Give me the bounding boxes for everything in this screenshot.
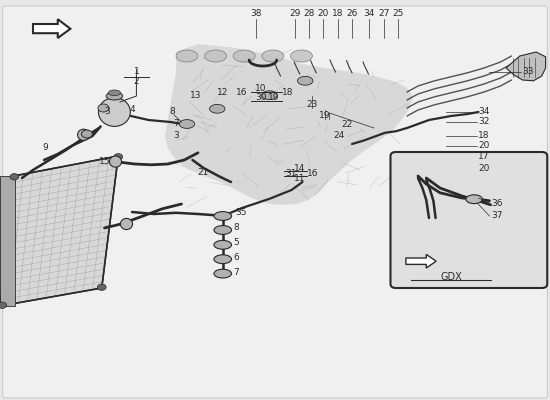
Text: 20: 20 (478, 164, 490, 172)
Text: 8: 8 (170, 108, 175, 116)
Ellipse shape (214, 240, 232, 249)
Text: 7: 7 (234, 268, 239, 277)
Text: 18: 18 (283, 88, 294, 97)
Ellipse shape (298, 76, 313, 85)
Text: 19: 19 (319, 112, 330, 120)
Circle shape (10, 174, 19, 180)
Text: 19: 19 (268, 94, 279, 102)
Ellipse shape (179, 120, 195, 128)
Text: 20: 20 (318, 10, 329, 18)
Circle shape (114, 154, 123, 160)
Text: 21: 21 (198, 168, 209, 177)
Ellipse shape (466, 195, 482, 204)
Text: 7: 7 (173, 120, 179, 128)
Circle shape (81, 130, 92, 138)
Circle shape (97, 284, 106, 290)
Text: GDX: GDX (440, 272, 462, 282)
Text: 2: 2 (134, 78, 139, 86)
Text: 31: 31 (286, 169, 297, 178)
Text: 28: 28 (304, 10, 315, 18)
Text: 30: 30 (255, 94, 266, 102)
Text: 34: 34 (478, 108, 490, 116)
Text: 14: 14 (294, 164, 305, 172)
Circle shape (98, 104, 109, 112)
Polygon shape (406, 254, 436, 268)
Ellipse shape (78, 129, 90, 140)
Ellipse shape (214, 255, 232, 264)
Ellipse shape (262, 91, 277, 100)
Text: 33: 33 (522, 68, 534, 76)
Ellipse shape (109, 156, 122, 167)
Text: 6: 6 (234, 253, 239, 262)
Text: 29: 29 (289, 10, 300, 18)
Text: 18: 18 (332, 10, 343, 18)
Text: 34: 34 (363, 10, 374, 18)
Text: 26: 26 (346, 10, 358, 18)
Text: 3: 3 (173, 131, 179, 140)
Text: 25: 25 (393, 10, 404, 18)
Text: 16: 16 (307, 169, 318, 178)
Text: 35: 35 (235, 208, 246, 217)
Text: 16: 16 (236, 88, 248, 97)
Polygon shape (506, 52, 546, 81)
Text: 24: 24 (333, 132, 344, 140)
Text: 15: 15 (99, 158, 110, 166)
FancyBboxPatch shape (3, 6, 547, 398)
Text: 27: 27 (378, 10, 389, 18)
Ellipse shape (210, 104, 225, 113)
Ellipse shape (120, 218, 133, 230)
Polygon shape (165, 44, 412, 205)
Text: 20: 20 (478, 142, 490, 150)
Text: 18: 18 (478, 132, 490, 140)
Circle shape (0, 302, 7, 308)
Polygon shape (0, 156, 118, 306)
Ellipse shape (214, 269, 232, 278)
Ellipse shape (106, 92, 123, 100)
Ellipse shape (262, 50, 284, 62)
Text: 37: 37 (492, 212, 503, 220)
Text: 11: 11 (294, 174, 305, 183)
FancyBboxPatch shape (390, 152, 547, 288)
Text: 3: 3 (104, 108, 109, 116)
Text: 5: 5 (234, 238, 239, 247)
Bar (0, 176, 15, 306)
Ellipse shape (290, 50, 312, 62)
Text: 10: 10 (255, 84, 266, 93)
Ellipse shape (98, 98, 130, 126)
Ellipse shape (214, 226, 232, 234)
Ellipse shape (176, 50, 198, 62)
Polygon shape (33, 19, 70, 38)
Text: 1: 1 (134, 68, 139, 76)
Text: 17: 17 (478, 152, 490, 161)
Text: 36: 36 (492, 199, 503, 208)
Text: 22: 22 (341, 120, 352, 129)
Text: 32: 32 (478, 118, 490, 126)
Text: 13: 13 (190, 92, 201, 100)
Ellipse shape (108, 90, 120, 96)
Ellipse shape (214, 212, 232, 220)
Ellipse shape (233, 50, 255, 62)
Text: 9: 9 (42, 144, 48, 152)
Text: 12: 12 (217, 88, 228, 97)
Text: 23: 23 (307, 100, 318, 109)
Text: 8: 8 (234, 224, 239, 232)
Ellipse shape (205, 50, 227, 62)
Text: 4: 4 (129, 106, 135, 114)
Text: 38: 38 (250, 10, 261, 18)
